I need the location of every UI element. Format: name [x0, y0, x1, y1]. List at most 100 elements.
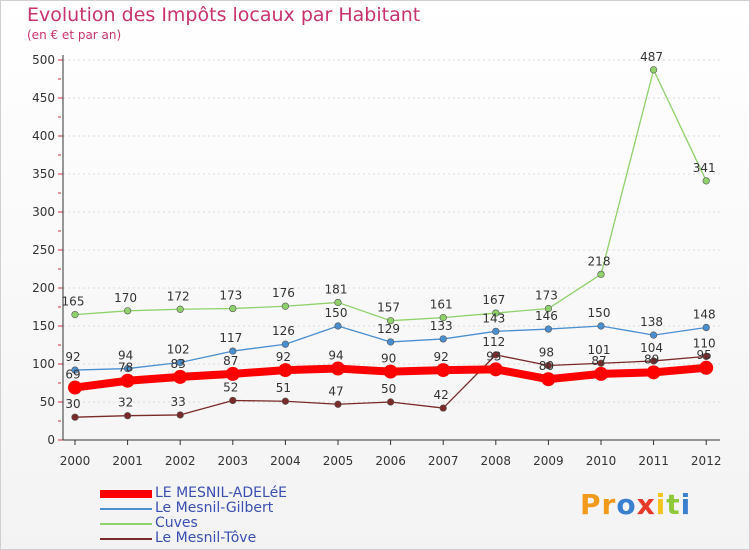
data-point: [646, 365, 661, 380]
data-label: 161: [430, 298, 453, 312]
data-point: [492, 327, 500, 335]
data-label: 78: [118, 361, 133, 375]
data-label: 487: [640, 50, 663, 64]
data-point: [387, 338, 395, 346]
data-label: 129: [377, 322, 400, 336]
data-point: [492, 309, 500, 317]
legend-label: Cuves: [155, 515, 198, 531]
data-point: [120, 373, 135, 388]
x-tick-label: 2001: [112, 454, 143, 468]
data-label: 32: [118, 396, 133, 410]
data-label: 173: [535, 289, 558, 303]
data-point: [541, 372, 556, 387]
data-label: 218: [588, 254, 611, 268]
data-point: [544, 304, 553, 313]
y-tick-label: 200: [32, 281, 55, 295]
data-point: [649, 66, 658, 74]
data-point: [229, 396, 237, 405]
legend-swatch: [100, 523, 152, 525]
legend-swatch: [100, 508, 152, 510]
x-tick-label: 2002: [165, 454, 196, 468]
logo-letter: r: [601, 488, 617, 521]
x-tick-label: 2000: [60, 454, 91, 468]
data-point: [597, 359, 605, 367]
data-point: [492, 351, 500, 359]
data-point: [387, 398, 395, 406]
legend-swatch: [100, 538, 152, 540]
legend-label: Le Mesnil-Tôve: [155, 530, 257, 546]
data-label: 173: [219, 289, 242, 303]
data-label: 170: [114, 291, 137, 305]
data-label: 126: [272, 324, 295, 338]
x-tick-label: 2006: [375, 454, 406, 468]
data-label: 117: [219, 331, 242, 345]
data-point: [334, 322, 342, 330]
data-label: 52: [223, 380, 238, 394]
data-point: [334, 400, 342, 408]
data-label: 69: [65, 368, 80, 382]
data-point: [649, 331, 658, 339]
data-label: 165: [62, 295, 85, 309]
data-point: [278, 363, 293, 378]
logo-letter: o: [616, 488, 637, 521]
data-point: [281, 302, 290, 310]
data-label: 148: [693, 308, 716, 322]
data-point: [334, 298, 342, 307]
data-point: [383, 364, 398, 379]
data-label: 146: [535, 309, 558, 323]
data-label: 89: [644, 352, 659, 366]
x-tick-label: 2009: [533, 454, 564, 468]
y-tick-label: 150: [32, 319, 55, 333]
data-point: [71, 311, 79, 319]
data-label: 92: [434, 350, 449, 364]
data-label: 181: [325, 282, 348, 296]
data-point: [597, 270, 605, 278]
series-line: [74, 69, 707, 322]
legend-label: Le Mesnil-Gilbert: [155, 500, 274, 516]
data-label: 95: [697, 348, 712, 362]
y-tick-label: 250: [32, 243, 55, 257]
data-label: 341: [693, 161, 716, 175]
data-point: [281, 397, 290, 405]
data-label: 51: [276, 381, 291, 395]
data-label: 104: [640, 341, 663, 355]
x-tick-label: 2012: [691, 454, 722, 468]
data-point: [436, 363, 451, 378]
data-label: 94: [328, 349, 343, 363]
x-tick-label: 2005: [323, 454, 354, 468]
data-point: [173, 369, 188, 384]
data-label: 83: [171, 357, 186, 371]
y-tick-label: 350: [32, 167, 55, 181]
data-label: 87: [223, 354, 238, 368]
data-label: 87: [591, 354, 606, 368]
data-point: [123, 307, 132, 315]
proxiti-logo: Proxiti: [580, 488, 691, 521]
data-label: 101: [588, 343, 611, 357]
legend-label: LE MESNIL-ADELéE: [155, 485, 288, 501]
chart-subtitle: (en € et par an): [27, 28, 122, 42]
data-point: [488, 362, 503, 377]
data-point: [597, 322, 605, 330]
y-tick-label: 0: [47, 433, 55, 447]
legend-swatch: [100, 490, 152, 498]
data-label: 92: [65, 350, 80, 364]
y-tick-label: 450: [32, 91, 55, 105]
data-label: 42: [434, 388, 449, 402]
chart-title: Evolution des Impôts locaux par Habitant: [27, 4, 421, 26]
data-point: [225, 366, 240, 381]
data-label: 110: [693, 336, 716, 350]
data-point: [176, 411, 184, 419]
x-tick-label: 2004: [270, 454, 301, 468]
x-tick-label: 2011: [638, 454, 669, 468]
data-point: [702, 352, 710, 361]
logo-letter: t: [666, 488, 681, 521]
x-tick-label: 2003: [218, 454, 249, 468]
data-label: 176: [272, 286, 295, 300]
data-point: [649, 357, 658, 365]
data-label: 50: [381, 382, 396, 396]
data-label: 30: [65, 397, 80, 411]
data-point: [331, 361, 345, 376]
data-label: 47: [328, 384, 343, 398]
